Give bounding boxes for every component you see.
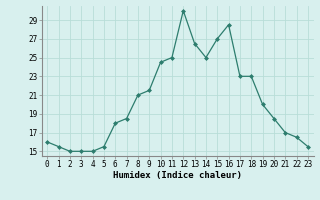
X-axis label: Humidex (Indice chaleur): Humidex (Indice chaleur) [113, 171, 242, 180]
